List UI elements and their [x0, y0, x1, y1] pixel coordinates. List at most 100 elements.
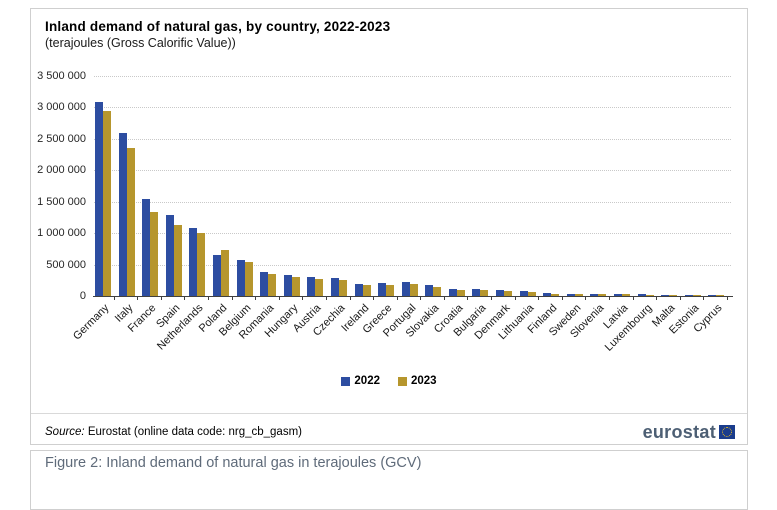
footer: Source: Eurostat (online data code: nrg_…: [45, 423, 735, 441]
x-axis-tick: [207, 296, 209, 300]
legend-swatch-icon: [398, 376, 407, 386]
bar-2023-france: [150, 212, 159, 296]
bar-2023-portugal: [409, 284, 418, 296]
bar-2022-germany: [95, 102, 103, 296]
bar-group-france: [142, 199, 159, 296]
y-tick-label: 2 500 000: [37, 132, 86, 145]
x-axis-tick: [396, 296, 398, 300]
bar-2023-slovenia: [598, 294, 607, 296]
bar-2022-poland: [212, 254, 221, 296]
legend: 2022 2023: [31, 375, 747, 387]
bar-group-portugal: [401, 281, 418, 296]
bar-group-poland: [212, 249, 229, 296]
x-axis-tick: [727, 296, 728, 300]
bar-2023-italy: [126, 148, 135, 296]
source-text: Eurostat (online data code: nrg_cb_gasm): [84, 426, 302, 438]
x-axis-tick: [231, 296, 233, 300]
bar-2023-romania: [268, 273, 277, 296]
bar-2022-france: [142, 199, 151, 296]
eu-flag-icon: [719, 425, 735, 439]
bar-2023-belgium: [244, 262, 253, 296]
eurostat-logo: eurostat: [643, 423, 735, 441]
bar-group-romania: [260, 271, 277, 296]
bar-2022-finland: [543, 292, 552, 296]
bar-2022-croatia: [448, 289, 457, 296]
x-axis-tick: [443, 296, 445, 300]
bar-2023-spain: [173, 224, 182, 296]
bar-group-finland: [543, 292, 560, 296]
bar-group-lithuania: [519, 291, 536, 296]
bar-2022-portugal: [401, 281, 410, 296]
bar-2023-czechia: [338, 280, 347, 296]
x-axis-line: [93, 296, 733, 297]
bar-2022-malta: [661, 295, 670, 296]
x-axis-tick: [255, 296, 257, 300]
bar-2023-hungary: [291, 277, 300, 296]
bar-2023-ireland: [362, 285, 371, 296]
eurostat-logo-text: eurostat: [642, 422, 716, 442]
bar-group-germany: [95, 102, 111, 296]
gridline: [94, 233, 731, 235]
y-tick-label: 3 500 000: [37, 70, 86, 82]
bar-2022-bulgaria: [472, 288, 481, 296]
gridline: [94, 76, 731, 77]
figure-caption: Figure 2: Inland demand of natural gas i…: [45, 455, 422, 471]
bar-group-luxembourg: [637, 294, 654, 296]
bar-2022-latvia: [614, 294, 623, 296]
bar-2023-austria: [315, 279, 324, 296]
x-axis-tick: [585, 296, 587, 300]
source-prefix: Source:: [45, 426, 85, 438]
bar-2023-sweden: [574, 294, 583, 296]
chart-title: Inland demand of natural gas, by country…: [45, 19, 391, 34]
bar-group-sweden: [566, 293, 583, 296]
bar-2022-sweden: [566, 293, 575, 296]
bar-group-hungary: [283, 274, 300, 296]
bar-2022-ireland: [354, 283, 363, 296]
x-axis-labels: Germany Italy France Spain Netherlands Poland…: [71, 296, 731, 371]
bar-group-slovenia: [590, 294, 607, 296]
legend-item-2023: 2023: [398, 375, 437, 387]
x-axis-tick: [113, 296, 115, 300]
bar-2023-greece: [386, 285, 395, 296]
bar-group-bulgaria: [472, 288, 489, 296]
bar-group-belgium: [236, 259, 253, 296]
bar-2022-lithuania: [519, 291, 528, 296]
gridline: [94, 170, 731, 172]
x-axis-tick: [373, 296, 375, 300]
x-axis-tick: [325, 296, 327, 300]
x-axis-tick: [160, 296, 162, 300]
legend-label: 2022: [354, 375, 380, 387]
bar-2023-latvia: [622, 294, 631, 296]
bar-2022-spain: [165, 214, 174, 296]
x-axis-tick: [632, 296, 634, 300]
plot-area: 0 500 000 1 000 000 1 500 000 2 000 000 2 500…: [37, 70, 733, 302]
bar-group-czechia: [330, 277, 347, 296]
y-tick-label: 0: [79, 290, 86, 302]
x-axis-tick: [679, 296, 681, 300]
chart-card: Inland demand of natural gas, by country…: [30, 8, 748, 445]
bar-group-denmark: [496, 289, 513, 296]
x-axis-tick: [137, 296, 139, 300]
bar-group-croatia: [448, 289, 465, 296]
x-axis-tick: [420, 296, 422, 300]
x-axis-tick: [278, 296, 280, 300]
x-axis-tick: [514, 296, 516, 300]
bar-2022-greece: [378, 282, 387, 296]
bar-2022-denmark: [496, 289, 505, 296]
bar-2022-netherlands: [189, 227, 198, 296]
source-line: Source: Eurostat (online data code: nrg_…: [45, 426, 302, 438]
bar-2023-finland: [551, 293, 560, 296]
legend-item-2022: 2022: [341, 375, 380, 387]
footer-divider: [31, 413, 747, 414]
bar-2022-slovakia: [425, 284, 434, 296]
y-tick-label: 500 000: [46, 258, 86, 271]
bar-2023-luxembourg: [645, 294, 654, 296]
bar-2022-italy: [118, 132, 127, 296]
x-axis-tick: [561, 296, 563, 300]
x-axis-tick: [703, 296, 705, 300]
bar-2022-cyprus: [708, 295, 717, 296]
bar-group-greece: [378, 282, 395, 296]
bar-2023-slovakia: [433, 286, 442, 296]
next-figure-card: Figure 2: Inland demand of natural gas i…: [30, 450, 748, 510]
x-axis-tick: [538, 296, 540, 300]
